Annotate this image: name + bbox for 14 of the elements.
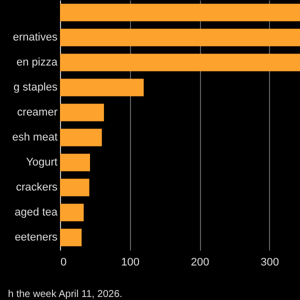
y-tick-label: esh meat bbox=[12, 132, 58, 144]
y-tick-label: creamer bbox=[17, 106, 58, 118]
y-tick-label: en pizza bbox=[16, 56, 58, 68]
x-tick-label: 100 bbox=[121, 256, 140, 268]
y-tick-label: ernatives bbox=[12, 32, 58, 44]
y-tick-label: g staples bbox=[13, 82, 58, 94]
y-tick-label: crackers bbox=[16, 182, 58, 194]
y-tick-label: eeteners bbox=[14, 232, 58, 244]
x-tick-label: 300 bbox=[260, 256, 279, 268]
x-tick-label: 200 bbox=[190, 256, 210, 268]
y-tick-label: aged tea bbox=[14, 206, 58, 218]
x-tick-label: 0 bbox=[60, 256, 67, 268]
text: h the week April 11, 2026. bbox=[8, 289, 122, 300]
y-tick-label: Yogurt bbox=[26, 156, 58, 168]
